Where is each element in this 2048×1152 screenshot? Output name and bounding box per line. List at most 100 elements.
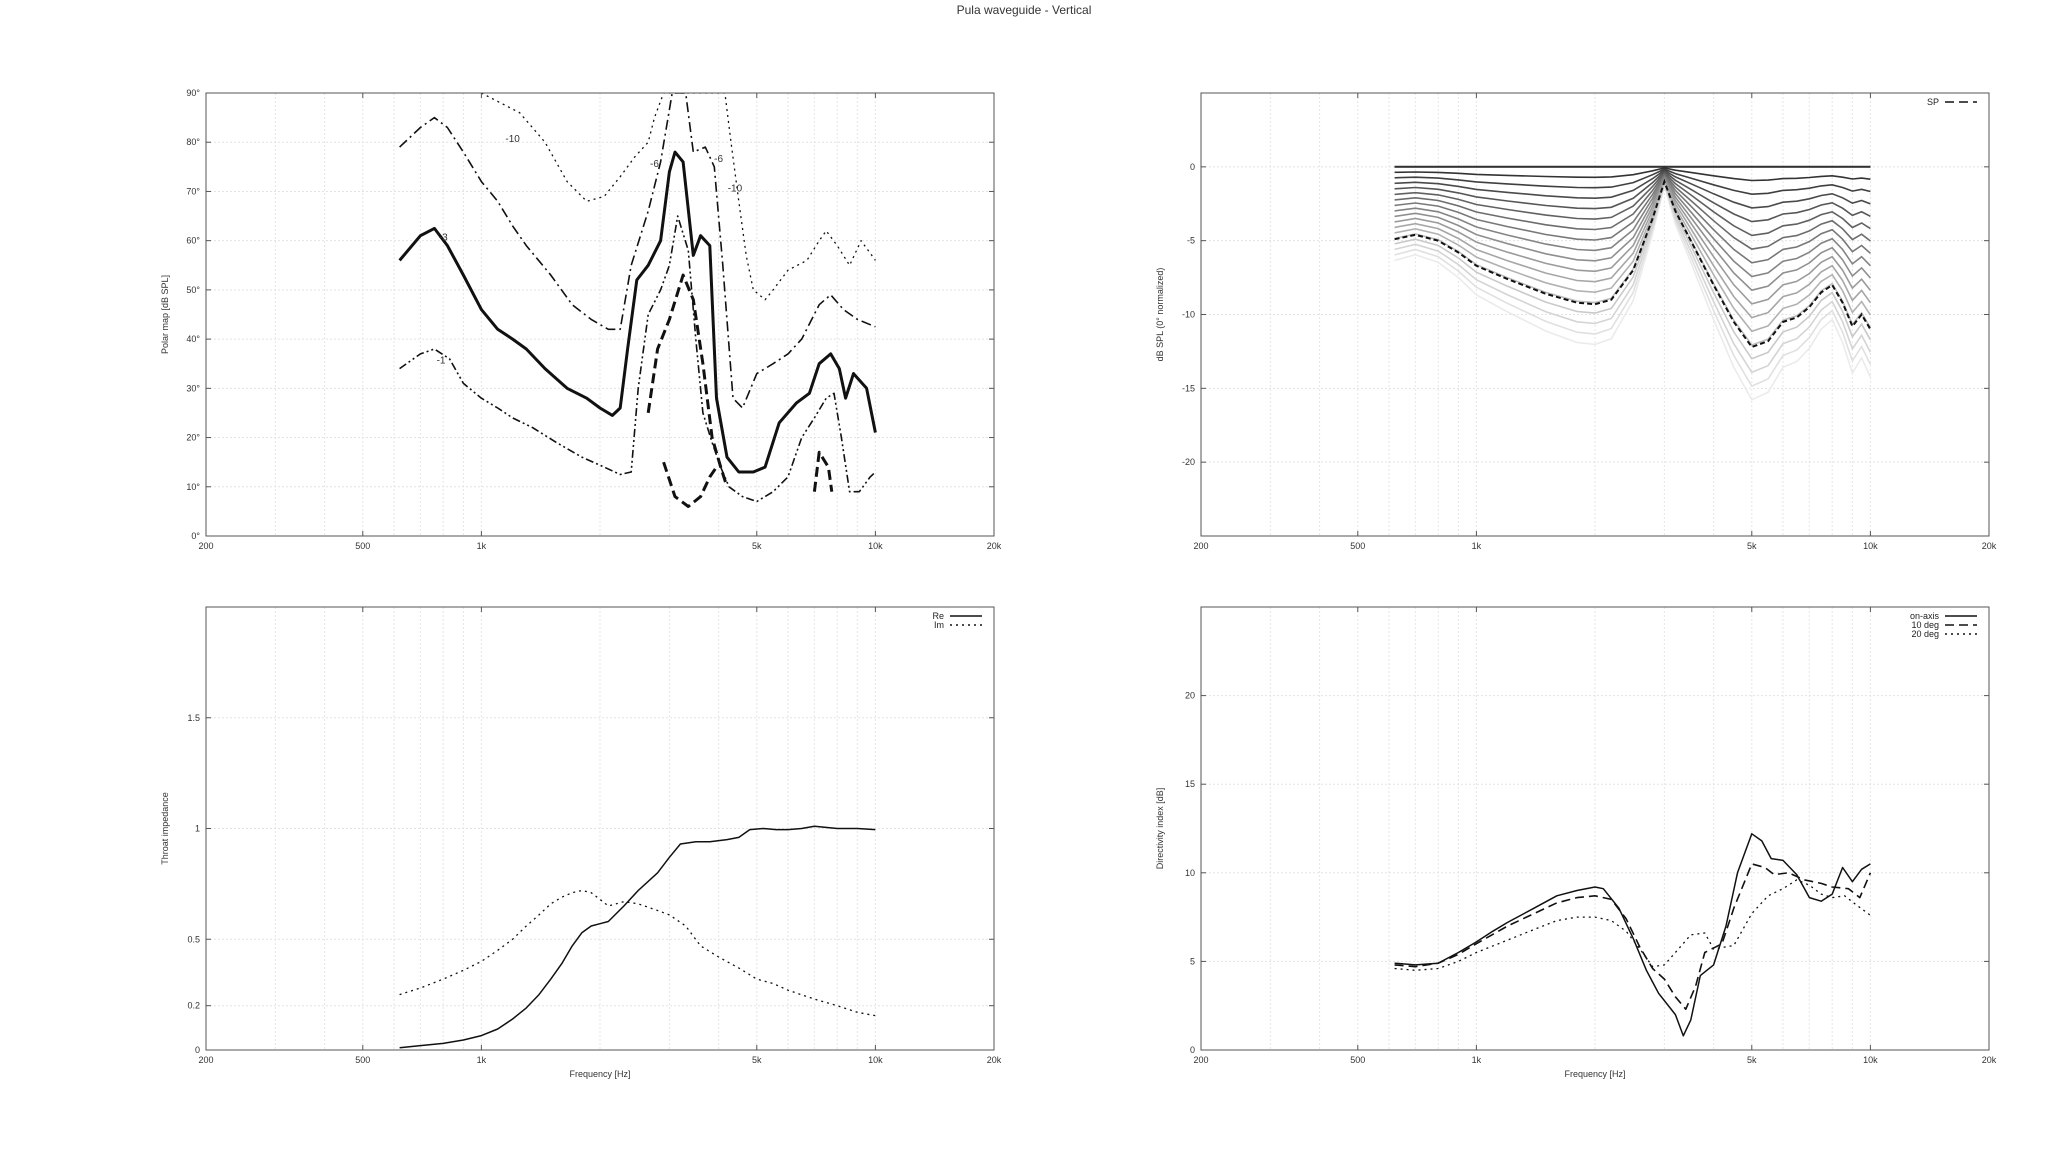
y-tick-label: 1 — [195, 824, 200, 834]
y-axis-label: Directivity index [dB] — [1155, 788, 1165, 870]
y-axis-label: Polar map [dB SPL] — [160, 275, 170, 354]
series-line-2 — [481, 93, 876, 301]
x-tick-label: 5k — [1747, 1055, 1757, 1065]
spl-angle-curve — [1394, 169, 1871, 209]
y-axis-label: Throat impedance — [160, 792, 170, 865]
contour-label: -3 — [439, 233, 448, 244]
spl-angle-curve — [1394, 180, 1872, 374]
series-line-im — [399, 889, 876, 1017]
x-tick-label: 500 — [1350, 1055, 1365, 1065]
x-tick-label: 20k — [987, 1055, 1002, 1065]
y-tick-label: 60° — [186, 236, 200, 246]
x-tick-label: 5k — [1747, 541, 1757, 551]
y-tick-label: -10 — [1182, 310, 1195, 320]
y-tick-label: 1.5 — [187, 713, 200, 723]
y-tick-label: -15 — [1182, 383, 1195, 393]
y-tick-label: 15 — [1185, 779, 1195, 789]
y-tick-label: 50° — [186, 285, 200, 295]
x-tick-label: 5k — [752, 1055, 762, 1065]
x-tick-label: 20k — [1982, 1055, 1997, 1065]
y-tick-label: 0.2 — [187, 1001, 200, 1011]
x-tick-label: 200 — [1193, 1055, 1208, 1065]
x-tick-label: 200 — [198, 1055, 213, 1065]
x-tick-label: 20k — [1982, 541, 1997, 551]
spl-angle-curve — [1394, 168, 1871, 196]
x-tick-label: 200 — [1193, 541, 1208, 551]
x-tick-label: 10k — [868, 1055, 883, 1065]
plot-frame — [205, 92, 995, 537]
y-tick-label: 10° — [186, 482, 200, 492]
y-tick-label: 90° — [186, 88, 200, 98]
x-tick-label: 1k — [1472, 541, 1482, 551]
y-tick-label: 0° — [191, 531, 200, 541]
spl-angle-curve — [1394, 167, 1871, 182]
y-tick-label: 5 — [1190, 956, 1195, 966]
y-tick-label: 40° — [186, 334, 200, 344]
series-line-6 — [812, 450, 834, 492]
legend-label: 10 deg — [1911, 620, 1939, 630]
x-tick-label: 10k — [1863, 1055, 1878, 1065]
series-line-10-deg — [1394, 863, 1872, 1010]
spl-angle-curve — [1394, 181, 1872, 388]
series-line-on-axis — [1394, 833, 1871, 1037]
legend-label: SP — [1927, 97, 1939, 107]
spl-angle-curve — [1394, 170, 1871, 223]
plot-frame — [1200, 606, 1990, 1051]
y-tick-label: 20° — [186, 433, 200, 443]
y-tick-label: 20 — [1185, 691, 1195, 701]
y-axis-label: dB SPL (0° normalized) — [1155, 268, 1165, 362]
x-tick-label: 1k — [1472, 1055, 1482, 1065]
sp-series-line — [1394, 178, 1872, 349]
y-tick-label: 0 — [195, 1045, 200, 1055]
series-line-1 — [399, 93, 876, 409]
y-tick-label: -20 — [1182, 457, 1195, 467]
figure-title: Pula waveguide - Vertical — [956, 3, 1092, 17]
plot-frame — [1200, 92, 1990, 537]
directivity-index-panel: 0 5 10 15 20 200 500 1k 5k 10k 20k Directivity inde… — [1155, 606, 1997, 1079]
spl-angle-curve — [1394, 175, 1872, 292]
plot-area — [1394, 165, 1872, 401]
x-axis-label: Frequency [Hz] — [569, 1069, 630, 1079]
x-tick-label: 20k — [987, 541, 1002, 551]
legend-label: Im — [934, 620, 944, 630]
y-tick-label: 80° — [186, 137, 200, 147]
spl-angle-curve — [1394, 174, 1871, 278]
legend-label: on-axis — [1910, 611, 1940, 621]
series-line-0 — [398, 150, 877, 474]
contour-label: -10 — [728, 183, 743, 194]
series-line-5 — [662, 461, 718, 508]
contour-label: -10 — [505, 134, 520, 145]
y-tick-label: 0 — [1190, 162, 1195, 172]
spl-angle-curve — [1394, 180, 1872, 360]
x-axis-label: Frequency [Hz] — [1564, 1069, 1625, 1079]
legend-label: 20 deg — [1911, 629, 1939, 639]
series-line-3 — [399, 215, 876, 503]
spl-angle-curve — [1394, 178, 1872, 333]
spl-angle-curve — [1394, 173, 1871, 264]
x-tick-label: 5k — [752, 541, 762, 551]
spl-angle-curve — [1394, 172, 1871, 250]
spl-angle-curve — [1394, 171, 1871, 237]
y-tick-label: 70° — [186, 186, 200, 196]
spl-angle-curve — [1394, 176, 1872, 305]
x-tick-label: 500 — [355, 1055, 370, 1065]
plot-frame — [205, 606, 995, 1051]
plot-area — [399, 825, 876, 1049]
y-tick-label: -5 — [1187, 236, 1195, 246]
plot-area — [1394, 833, 1872, 1037]
x-tick-label: 1k — [477, 541, 487, 551]
contour-label: -6 — [650, 159, 659, 170]
spl-angle-curve — [1394, 182, 1872, 401]
plot-area: -3 -1 -10 -6 -6 -10 — [398, 93, 877, 508]
x-tick-label: 10k — [1863, 541, 1878, 551]
series-line-re — [399, 825, 876, 1049]
x-tick-label: 500 — [1350, 541, 1365, 551]
throat-impedance-panel: 0 0.2 0.5 1 1.5 200 500 1k 5k 10k 20k Throat impeda… — [160, 606, 1002, 1079]
spl-normalized-panel: 0 -5 -10 -15 -20 200 500 1k 5k 10k 20k dB SPL (0° n… — [1155, 92, 1997, 551]
y-tick-label: 10 — [1185, 868, 1195, 878]
polar-map-panel: 0° 10° 20° 30° 40° 50° 60° 70° 80° 90° 200 500 1k 5k 1… — [160, 88, 1002, 551]
x-tick-label: 1k — [477, 1055, 487, 1065]
spl-angle-curve — [1394, 177, 1872, 319]
y-tick-label: 30° — [186, 383, 200, 393]
